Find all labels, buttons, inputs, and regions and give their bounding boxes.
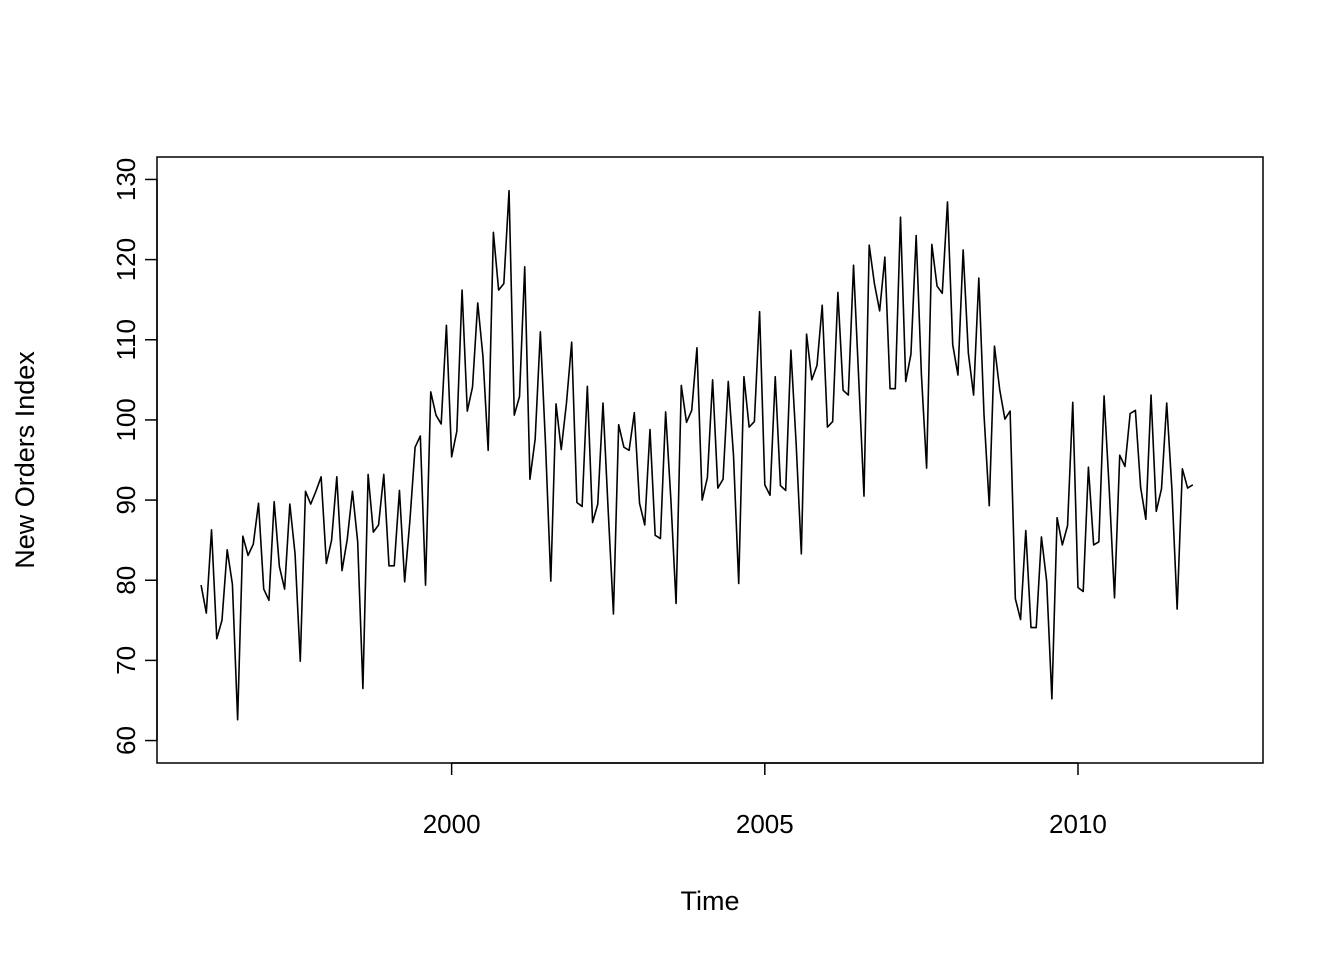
x-tick-label: 2010 bbox=[1049, 809, 1107, 839]
y-tick-label: 80 bbox=[111, 566, 141, 595]
x-tick-label: 2005 bbox=[736, 809, 794, 839]
y-axis-title: New Orders Index bbox=[10, 351, 40, 569]
series-line bbox=[200, 189, 1194, 721]
y-tick-label: 120 bbox=[111, 238, 141, 281]
y-tick-label: 60 bbox=[111, 726, 141, 755]
y-tick-label: 90 bbox=[111, 486, 141, 515]
x-axis: 2000 2005 2010 bbox=[423, 762, 1107, 839]
y-axis: 60 70 80 90 100 110 120 130 bbox=[111, 158, 158, 755]
y-tick-label: 110 bbox=[111, 319, 141, 360]
y-tick-label: 70 bbox=[111, 646, 141, 675]
x-axis-title: Time bbox=[681, 886, 740, 916]
x-tick-label: 2000 bbox=[423, 809, 481, 839]
y-tick-label: 130 bbox=[111, 158, 141, 201]
plot-frame bbox=[156, 156, 1264, 764]
y-tick-label: 100 bbox=[111, 398, 141, 441]
